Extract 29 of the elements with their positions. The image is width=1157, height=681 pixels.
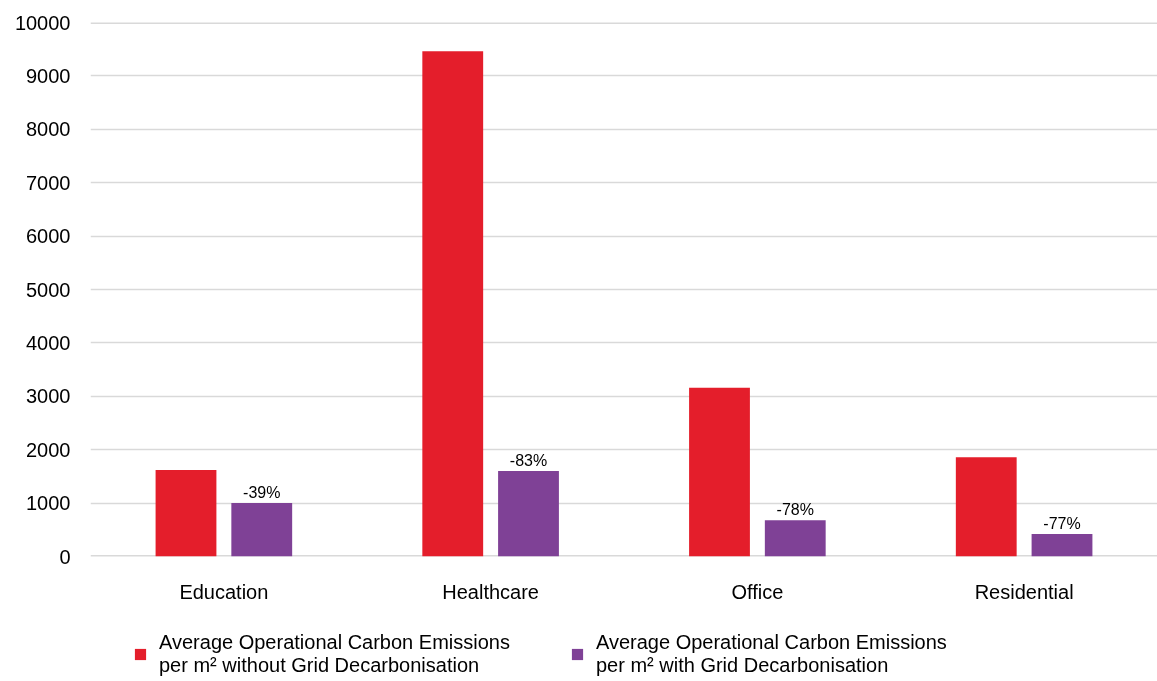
bar: [1031, 534, 1093, 557]
annotation: -83%: [509, 452, 548, 470]
bar: [498, 471, 559, 557]
y-tick-label: 8000: [26, 118, 71, 141]
x-tick-label: Office: [731, 580, 784, 603]
annotation: -77%: [1043, 515, 1081, 533]
y-tick-label: 10000: [14, 11, 71, 34]
y-tick-label: 7000: [26, 171, 71, 194]
y-tick-label: 2000: [26, 438, 71, 461]
y-tick-label: 1000: [26, 492, 71, 515]
x-tick-label: Education: [179, 580, 269, 603]
bar: [689, 387, 750, 557]
x-tick-label: Healthcare: [442, 580, 539, 603]
annotation: -39%: [243, 484, 281, 502]
bar: [422, 51, 484, 557]
bar: [764, 520, 826, 557]
y-tick-label: 4000: [26, 331, 71, 354]
bar: [231, 503, 293, 557]
legend-label: Average Operational Carbon Emissions per m² without Grid Decarbonisation: [159, 631, 510, 677]
annotation: -78%: [776, 501, 814, 519]
y-tick-label: 0: [59, 545, 71, 568]
x-tick-label: Residential: [974, 580, 1074, 603]
y-tick-label: 5000: [26, 278, 71, 301]
bar: [155, 469, 217, 557]
y-tick-label: 9000: [26, 64, 71, 87]
legend-label: Average Operational Carbon Emissions per m² with Grid Decarbonisation: [595, 631, 947, 677]
y-tick-label: 3000: [26, 385, 71, 408]
y-tick-label: 6000: [26, 225, 71, 248]
bar: [955, 457, 1017, 557]
